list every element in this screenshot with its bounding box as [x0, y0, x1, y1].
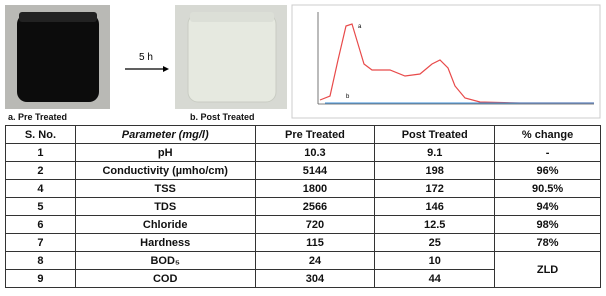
- table-cell: 5: [6, 198, 76, 216]
- table-cell: 1800: [255, 180, 375, 198]
- figure: 5 h a b a. Pre Treated b. Post Treated S…: [0, 0, 606, 296]
- table-cell: 24: [255, 252, 375, 270]
- table-cell: 2: [6, 162, 76, 180]
- table-cell: 25: [375, 234, 495, 252]
- table-cell: 172: [375, 180, 495, 198]
- table-cell: ZLD: [495, 252, 601, 288]
- header-cell: Post Treated: [375, 126, 495, 144]
- table-cell: Chloride: [75, 216, 255, 234]
- table-cell: 1: [6, 144, 76, 162]
- header-cell: Parameter (mg/l): [75, 126, 255, 144]
- table-cell: 9.1: [375, 144, 495, 162]
- table-cell: 720: [255, 216, 375, 234]
- header-cell: % change: [495, 126, 601, 144]
- header-cell: Pre Treated: [255, 126, 375, 144]
- table-cell: Hardness: [75, 234, 255, 252]
- table-cell: 94%: [495, 198, 601, 216]
- table-cell: 198: [375, 162, 495, 180]
- jar-rim: [19, 12, 97, 22]
- table-cell: 96%: [495, 162, 601, 180]
- table-cell: 98%: [495, 216, 601, 234]
- table-cell: 78%: [495, 234, 601, 252]
- table-cell: 2566: [255, 198, 375, 216]
- table-cell: BOD₅: [75, 252, 255, 270]
- table-cell: -: [495, 144, 601, 162]
- table-cell: 90.5%: [495, 180, 601, 198]
- table-cell: 7: [6, 234, 76, 252]
- table-cell: 115: [255, 234, 375, 252]
- table-cell: TDS: [75, 198, 255, 216]
- table-cell: pH: [75, 144, 255, 162]
- table-cell: 10.3: [255, 144, 375, 162]
- table-cell: 146: [375, 198, 495, 216]
- table-cell: 9: [6, 270, 76, 288]
- table-cell: TSS: [75, 180, 255, 198]
- table-cell: 5144: [255, 162, 375, 180]
- figure-top: 5 h a b: [0, 0, 606, 124]
- table-cell: 6: [6, 216, 76, 234]
- header-cell: S. No.: [6, 126, 76, 144]
- table-cell: 44: [375, 270, 495, 288]
- jar-clear: [188, 14, 276, 102]
- table-cell: Conductivity (µmho/cm): [75, 162, 255, 180]
- table-cell: 4: [6, 180, 76, 198]
- jar-rim: [190, 12, 274, 22]
- table-cell: 304: [255, 270, 375, 288]
- photo-caption: b. Post Treated: [190, 112, 255, 122]
- table-cell: 10: [375, 252, 495, 270]
- jar-dark: [17, 14, 99, 102]
- arrow-label: 5 h: [139, 52, 153, 63]
- table-cell: COD: [75, 270, 255, 288]
- table-cell: 12.5: [375, 216, 495, 234]
- table-cell: 8: [6, 252, 76, 270]
- photo-caption: a. Pre Treated: [8, 112, 67, 122]
- arrow-head: [163, 66, 169, 72]
